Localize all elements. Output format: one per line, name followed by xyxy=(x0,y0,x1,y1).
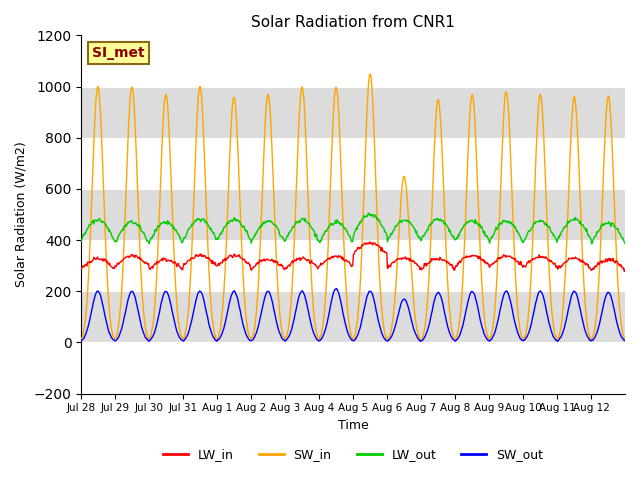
Title: Solar Radiation from CNR1: Solar Radiation from CNR1 xyxy=(251,15,455,30)
Bar xyxy=(81,86,625,138)
Legend: LW_in, SW_in, LW_out, SW_out: LW_in, SW_in, LW_out, SW_out xyxy=(157,443,548,466)
Text: SI_met: SI_met xyxy=(92,46,145,60)
Bar xyxy=(81,189,625,240)
X-axis label: Time: Time xyxy=(338,419,369,432)
Bar xyxy=(81,291,625,342)
Y-axis label: Solar Radiation (W/m2): Solar Radiation (W/m2) xyxy=(15,142,28,288)
